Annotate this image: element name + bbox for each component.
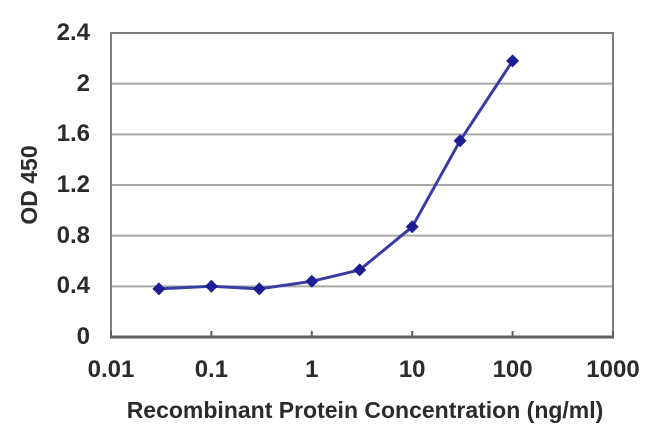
data-point-marker xyxy=(204,279,218,293)
y-axis-title: OD 450 xyxy=(16,145,42,225)
x-tick-label: 0.1 xyxy=(194,356,229,383)
y-tick-label: 1.6 xyxy=(56,120,90,148)
data-point-marker xyxy=(506,54,520,68)
data-point-marker xyxy=(252,282,266,296)
x-tick-label: 0.01 xyxy=(87,356,135,383)
data-point-marker xyxy=(152,282,166,296)
x-axis-title: Recombinant Protein Concentration (ng/ml… xyxy=(126,397,604,423)
y-tick-label: 1.2 xyxy=(56,171,90,198)
data-point-marker xyxy=(405,220,419,234)
data-point-marker xyxy=(453,134,467,148)
y-tick-label: 0 xyxy=(76,323,90,350)
y-tick-label: 0.8 xyxy=(56,221,90,249)
y-tick-label: 0.4 xyxy=(56,272,90,300)
data-point-marker xyxy=(305,274,319,288)
x-tick-label: 10 xyxy=(398,356,426,383)
x-tick-label: 1 xyxy=(305,356,319,383)
x-tick-label: 1000 xyxy=(586,356,640,383)
data-point-marker xyxy=(353,263,367,277)
x-tick-label: 100 xyxy=(492,356,533,383)
data-line xyxy=(158,60,514,291)
y-tick-label: 2.4 xyxy=(56,19,90,46)
y-tick-label: 2 xyxy=(76,69,90,97)
